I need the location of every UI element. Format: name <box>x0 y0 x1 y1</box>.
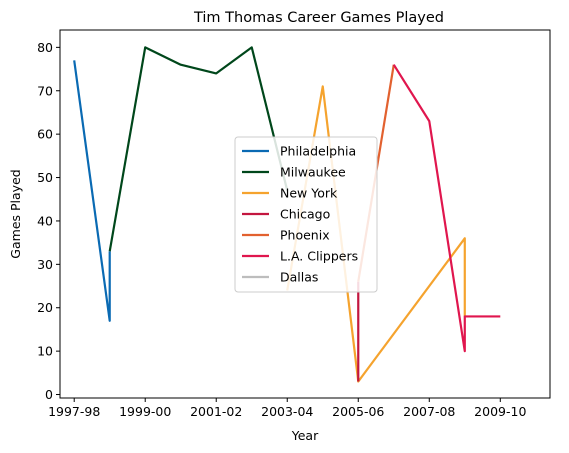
legend-label-6: Dallas <box>280 270 318 285</box>
y-tick-label-1: 10 <box>37 344 53 359</box>
legend-label-5: L.A. Clippers <box>280 249 358 264</box>
y-tick-label-3: 30 <box>37 257 53 272</box>
y-tick-label-7: 70 <box>37 83 53 98</box>
legend-label-1: Milwaukee <box>280 165 346 180</box>
legend-label-4: Phoenix <box>280 228 330 243</box>
y-tick-label-8: 80 <box>37 40 53 55</box>
x-axis: 1997-98 1999-00 2001-02 2003-04 2005-06 2007-… <box>48 398 526 419</box>
series-line-0 <box>73 60 111 322</box>
y-tick-label-0: 0 <box>45 387 53 402</box>
x-tick-label-1: 1999-00 <box>119 404 171 419</box>
legend: Philadelphia Milwaukee New York Chicago Phoe… <box>234 136 378 293</box>
x-tick-label-4: 2005-06 <box>332 404 384 419</box>
x-axis-title: Year <box>291 428 319 443</box>
y-axis: 0 10 20 30 40 50 60 70 80 <box>37 40 60 402</box>
y-tick-label-5: 50 <box>37 170 53 185</box>
series-line-5 <box>392 64 501 353</box>
chart-title: Tim Thomas Career Games Played <box>193 10 444 26</box>
y-tick-label-4: 40 <box>37 213 53 228</box>
x-tick-label-0: 1997-98 <box>48 404 100 419</box>
legend-box <box>234 136 378 293</box>
legend-label-3: Chicago <box>280 207 330 222</box>
x-tick-label-3: 2003-04 <box>261 404 313 419</box>
legend-label-2: New York <box>280 186 338 201</box>
plot-frame <box>59 29 551 399</box>
series-line-1 <box>108 46 289 252</box>
y-tick-label-2: 20 <box>37 300 53 315</box>
x-tick-label-5: 2007-08 <box>403 404 455 419</box>
legend-label-0: Philadelphia <box>280 144 356 159</box>
x-tick-label-2: 2001-02 <box>190 404 242 419</box>
x-tick-label-6: 2009-10 <box>474 404 526 419</box>
y-axis-title: Games Played <box>8 169 23 258</box>
y-tick-label-6: 60 <box>37 127 53 142</box>
